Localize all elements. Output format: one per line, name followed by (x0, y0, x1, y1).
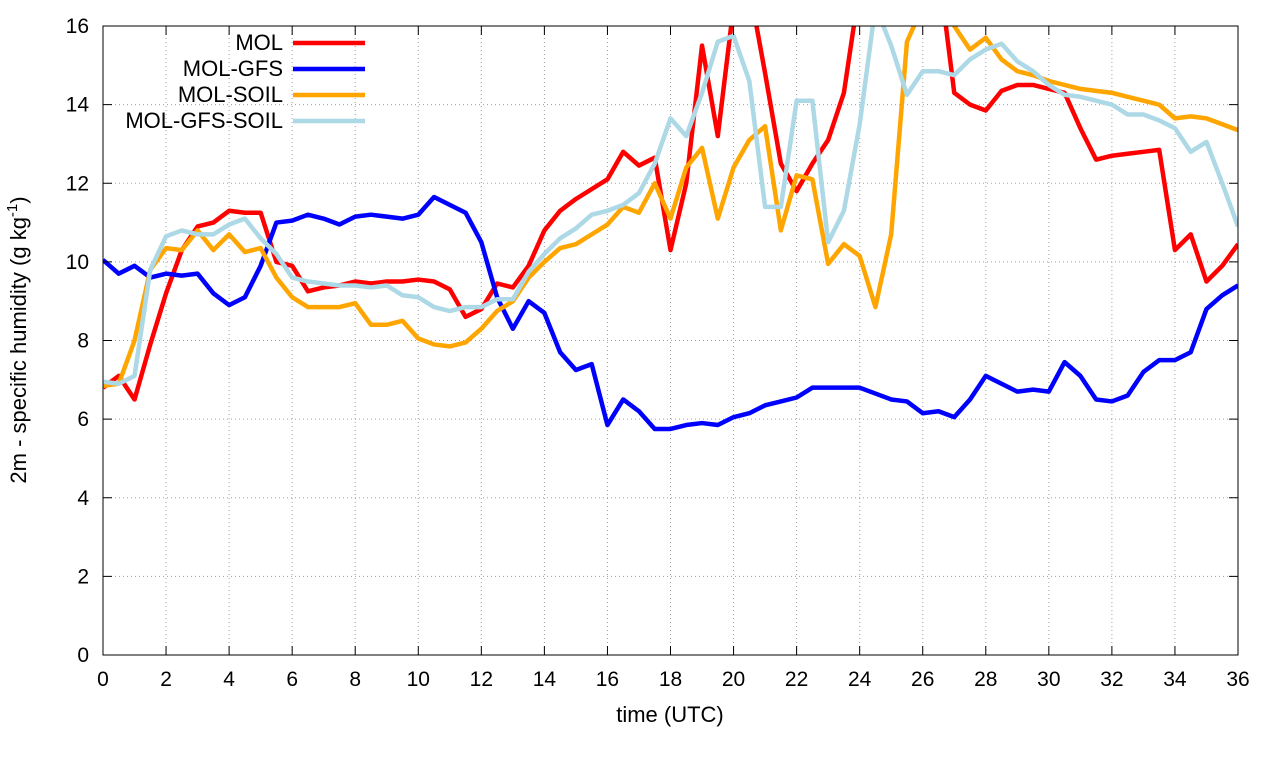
x-tick-label: 14 (533, 668, 557, 691)
y-tick-label: 4 (77, 487, 89, 510)
x-tick-label: 26 (911, 668, 934, 691)
x-tick-label: 2 (160, 668, 172, 691)
x-tick-label: 16 (596, 668, 619, 691)
y-tick-label: 10 (66, 251, 89, 274)
y-tick-label: 16 (66, 15, 89, 38)
x-tick-label: 24 (848, 668, 872, 691)
x-tick-label: 36 (1226, 668, 1249, 691)
plot-area (103, 26, 1238, 432)
x-tick-label: 32 (1100, 668, 1123, 691)
series-line (103, 194, 1238, 432)
y-label-text: 2m - specific humidity (g kg (6, 217, 31, 484)
legend-label: MOL-GFS-SOIL (125, 108, 283, 133)
x-tick-label: 0 (97, 668, 109, 691)
y-label-sup: -1 (4, 204, 21, 217)
legend-label: MOL-GFS (183, 56, 283, 81)
y-tick-label: 2 (77, 565, 89, 588)
x-tick-label: 34 (1163, 668, 1187, 691)
y-tick-label: 6 (77, 408, 89, 431)
x-tick-label: 22 (785, 668, 808, 691)
series-line (103, 26, 1238, 402)
y-tick-label: 0 (77, 644, 89, 667)
x-tick-label: 10 (407, 668, 430, 691)
y-tick-label: 12 (66, 172, 89, 195)
x-tick-label: 28 (974, 668, 997, 691)
y-label-end: ) (6, 196, 31, 203)
series-line (103, 26, 1238, 386)
legend-label: MOL-SOIL (178, 82, 283, 107)
y-tick-label: 14 (66, 94, 90, 117)
x-tick-label: 30 (1037, 668, 1060, 691)
x-tick-label: 4 (223, 668, 235, 691)
x-tick-label: 12 (470, 668, 493, 691)
legend-label: MOL (235, 30, 283, 55)
x-axis-label: time (UTC) (616, 702, 724, 727)
x-tick-label: 18 (659, 668, 682, 691)
y-axis-label: 2m - specific humidity (g kg-1) (4, 196, 31, 483)
y-tick-label: 8 (77, 330, 89, 353)
x-tick-label: 8 (349, 668, 361, 691)
x-tick-label: 20 (722, 668, 745, 691)
series-line (103, 26, 1238, 388)
x-tick-label: 6 (286, 668, 298, 691)
